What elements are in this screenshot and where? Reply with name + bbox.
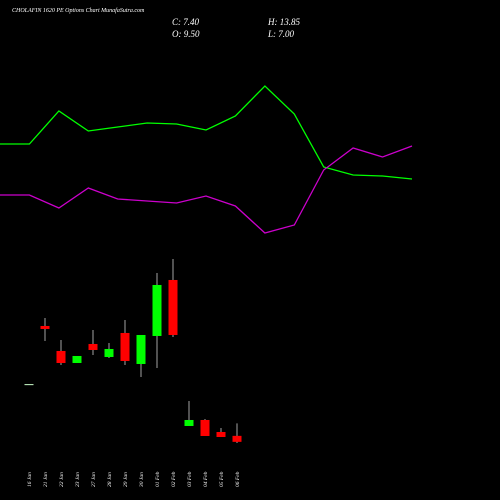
x-tick-label: 02 Feb <box>171 471 177 487</box>
indicator-line <box>0 85 413 180</box>
candle-body <box>24 384 34 386</box>
x-tick-label: 29 Jan <box>123 472 129 487</box>
candle-body <box>136 334 146 364</box>
candle-body <box>184 419 194 426</box>
x-tick-label: 30 Jan <box>139 472 145 488</box>
candle-body <box>104 348 114 357</box>
x-tick-label: 04 Feb <box>202 471 209 487</box>
x-tick-label: 03 Feb <box>187 471 193 487</box>
candle-body <box>88 343 98 350</box>
indicator-line <box>0 145 413 234</box>
x-tick-label: 16 Jan <box>27 472 33 487</box>
x-tick-label: 28 Jan <box>107 472 113 487</box>
x-tick-label: 22 Jan <box>59 472 65 487</box>
x-tick-label: 21 Jan <box>43 472 49 487</box>
x-tick-label: 06 Feb <box>235 471 241 487</box>
candle-body <box>216 431 226 437</box>
chart-title: CHOLAFIN 1620 PE Options Chart MunafaSut… <box>12 7 145 14</box>
candle-body <box>152 284 162 336</box>
candle-body <box>56 350 66 363</box>
candle-body <box>168 279 178 335</box>
readout-open: O: 9.50 <box>172 29 200 39</box>
candle-body <box>40 325 50 329</box>
candle-body <box>72 355 82 363</box>
candle-body <box>120 332 130 361</box>
candle-body <box>232 435 242 442</box>
x-tick-label: 23 Jan <box>75 472 81 487</box>
x-tick-label: 05 Feb <box>219 471 225 487</box>
x-tick-label: 01 Feb <box>155 471 161 487</box>
candle-body <box>200 419 210 436</box>
readout-high: H: 13.85 <box>267 17 300 27</box>
readout-low: L: 7.00 <box>267 29 295 39</box>
readout-close: C: 7.40 <box>172 17 200 27</box>
x-tick-label: 27 Jan <box>91 472 97 487</box>
